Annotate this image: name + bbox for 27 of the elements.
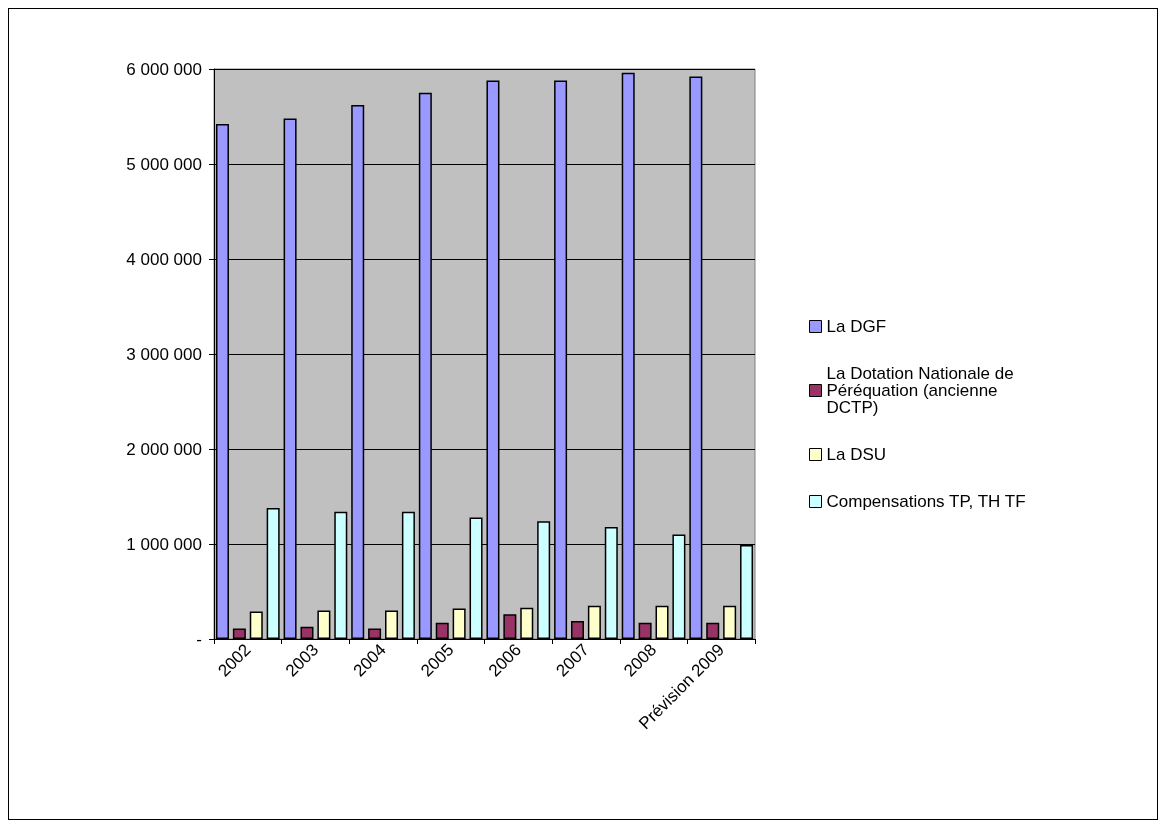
legend-label: La DSU [826, 445, 887, 464]
legend-label: La Dotation Nationale de Péréquation (ancienne DCTP) [826, 364, 1019, 417]
bar [385, 610, 399, 639]
legend-label: La DGF [826, 317, 887, 336]
bar [368, 628, 382, 639]
y-tick-label: 4 000 000 [126, 249, 202, 269]
bar [587, 605, 601, 639]
y-tick-label: 6 000 000 [126, 59, 202, 79]
bar [520, 607, 534, 639]
bar [503, 614, 517, 639]
bar [249, 611, 263, 639]
y-tick-label: 1 000 000 [126, 534, 202, 554]
y-tick-label: 5 000 000 [126, 154, 202, 174]
bar [232, 628, 246, 639]
legend-label: Compensations TP, TH TF [826, 492, 1026, 511]
bar [452, 608, 466, 639]
bar [638, 622, 652, 639]
bar [300, 626, 314, 639]
y-tick-label: 3 000 000 [126, 344, 202, 364]
bar [570, 620, 584, 639]
bar [655, 605, 669, 639]
bar [435, 622, 449, 639]
bar [706, 622, 720, 639]
bar [317, 610, 331, 639]
bar [723, 605, 737, 639]
y-tick-label: - [196, 629, 202, 649]
y-tick-label: 2 000 000 [126, 439, 202, 459]
